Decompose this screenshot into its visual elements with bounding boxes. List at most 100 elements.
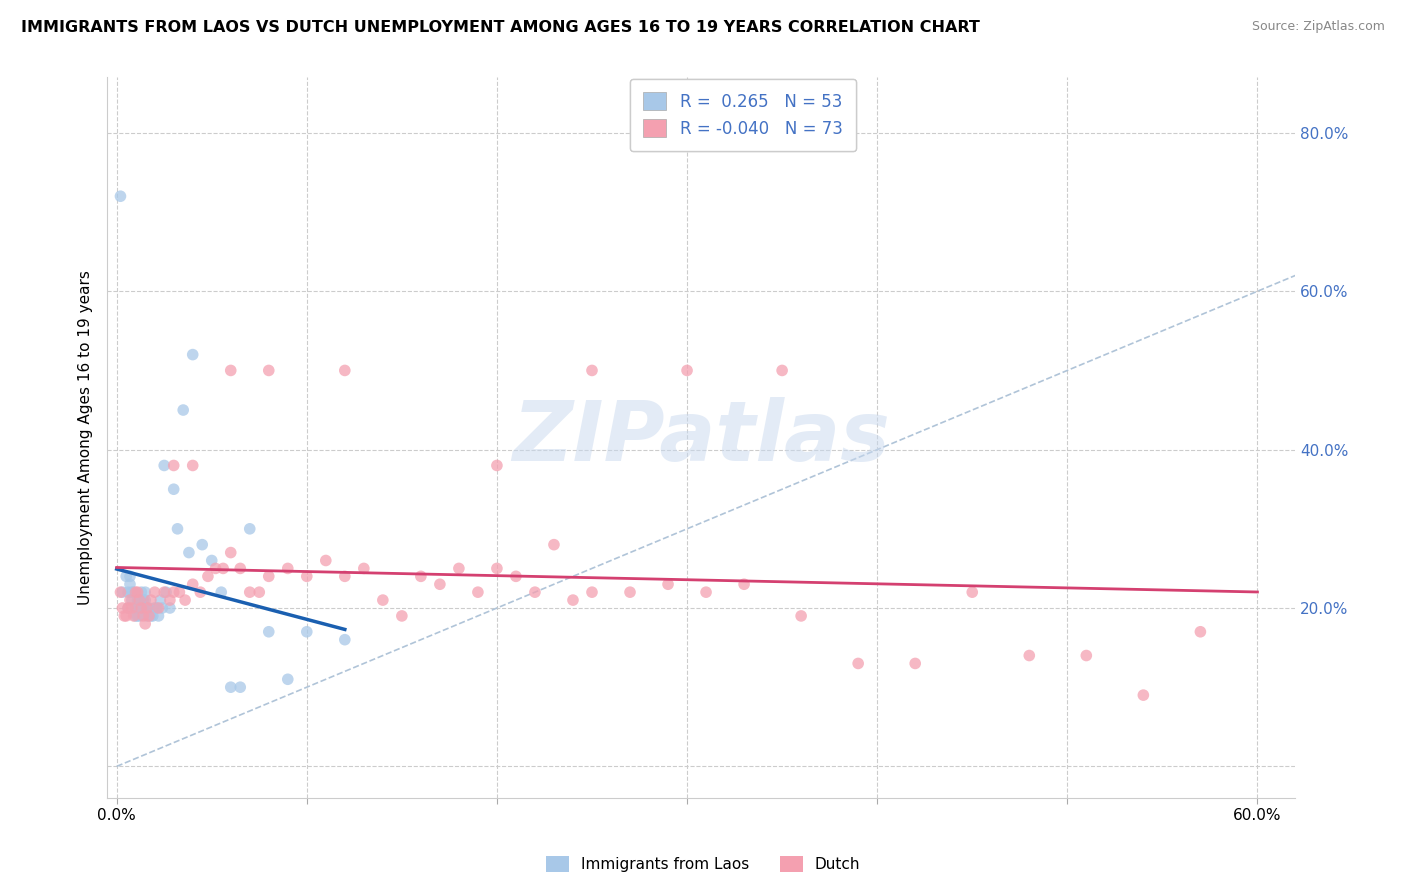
Legend: R =  0.265   N = 53, R = -0.040   N = 73: R = 0.265 N = 53, R = -0.040 N = 73	[630, 78, 856, 151]
Point	[132, 609, 155, 624]
Text: IMMIGRANTS FROM LAOS VS DUTCH UNEMPLOYMENT AMONG AGES 16 TO 19 YEARS CORRELATION: IMMIGRANTS FROM LAOS VS DUTCH UNEMPLOYME…	[21, 20, 980, 35]
Point	[295, 624, 318, 639]
Point	[960, 585, 983, 599]
Point	[177, 545, 200, 559]
Point	[166, 522, 188, 536]
Point	[447, 561, 470, 575]
Point	[131, 593, 153, 607]
Point	[212, 561, 235, 575]
Point	[467, 585, 489, 599]
Point	[143, 601, 166, 615]
Point	[204, 561, 226, 575]
Point	[1018, 648, 1040, 663]
Point	[115, 609, 138, 624]
Point	[136, 601, 159, 615]
Point	[111, 601, 134, 615]
Point	[115, 569, 138, 583]
Point	[121, 601, 143, 615]
Point	[138, 609, 160, 624]
Point	[128, 601, 150, 615]
Point	[111, 585, 134, 599]
Point	[209, 585, 232, 599]
Point	[145, 601, 167, 615]
Point	[695, 585, 717, 599]
Point	[1189, 624, 1212, 639]
Point	[127, 609, 149, 624]
Point	[122, 609, 145, 624]
Text: Source: ZipAtlas.com: Source: ZipAtlas.com	[1251, 20, 1385, 33]
Point	[127, 601, 149, 615]
Point	[181, 577, 204, 591]
Point	[139, 593, 162, 607]
Point	[169, 585, 191, 599]
Point	[904, 657, 927, 671]
Point	[124, 585, 146, 599]
Point	[128, 609, 150, 624]
Point	[277, 673, 299, 687]
Point	[163, 585, 186, 599]
Point	[353, 561, 375, 575]
Point	[112, 609, 135, 624]
Point	[134, 585, 156, 599]
Point	[257, 569, 280, 583]
Point	[127, 593, 149, 607]
Point	[163, 482, 186, 496]
Point	[197, 569, 219, 583]
Point	[333, 569, 356, 583]
Point	[219, 680, 242, 694]
Legend: Immigrants from Laos, Dutch: Immigrants from Laos, Dutch	[538, 848, 868, 880]
Point	[315, 553, 337, 567]
Point	[131, 585, 153, 599]
Point	[676, 363, 699, 377]
Point	[505, 569, 527, 583]
Point	[121, 585, 143, 599]
Point	[277, 561, 299, 575]
Point	[191, 538, 214, 552]
Point	[124, 601, 146, 615]
Point	[134, 616, 156, 631]
Point	[138, 601, 160, 615]
Point	[132, 593, 155, 607]
Point	[219, 545, 242, 559]
Point	[523, 585, 546, 599]
Point	[131, 601, 153, 615]
Point	[131, 601, 153, 615]
Point	[485, 561, 508, 575]
Point	[543, 538, 565, 552]
Point	[229, 561, 252, 575]
Point	[333, 632, 356, 647]
Point	[128, 593, 150, 607]
Point	[163, 458, 186, 473]
Point	[247, 585, 270, 599]
Point	[139, 609, 162, 624]
Point	[657, 577, 679, 591]
Point	[159, 593, 181, 607]
Point	[295, 569, 318, 583]
Point	[188, 585, 211, 599]
Point	[136, 609, 159, 624]
Point	[790, 609, 813, 624]
Point	[117, 585, 139, 599]
Point	[153, 458, 176, 473]
Text: ZIPatlas: ZIPatlas	[512, 397, 890, 478]
Point	[118, 569, 141, 583]
Point	[181, 458, 204, 473]
Point	[132, 601, 155, 615]
Point	[159, 601, 181, 615]
Point	[485, 458, 508, 473]
Point	[148, 601, 170, 615]
Point	[149, 593, 172, 607]
Point	[239, 585, 262, 599]
Point	[142, 609, 165, 624]
Point	[143, 585, 166, 599]
Point	[122, 585, 145, 599]
Point	[148, 609, 170, 624]
Point	[562, 593, 585, 607]
Point	[110, 189, 132, 203]
Point	[371, 593, 394, 607]
Point	[219, 363, 242, 377]
Point	[391, 609, 413, 624]
Point	[181, 348, 204, 362]
Point	[1132, 688, 1154, 702]
Point	[150, 601, 173, 615]
